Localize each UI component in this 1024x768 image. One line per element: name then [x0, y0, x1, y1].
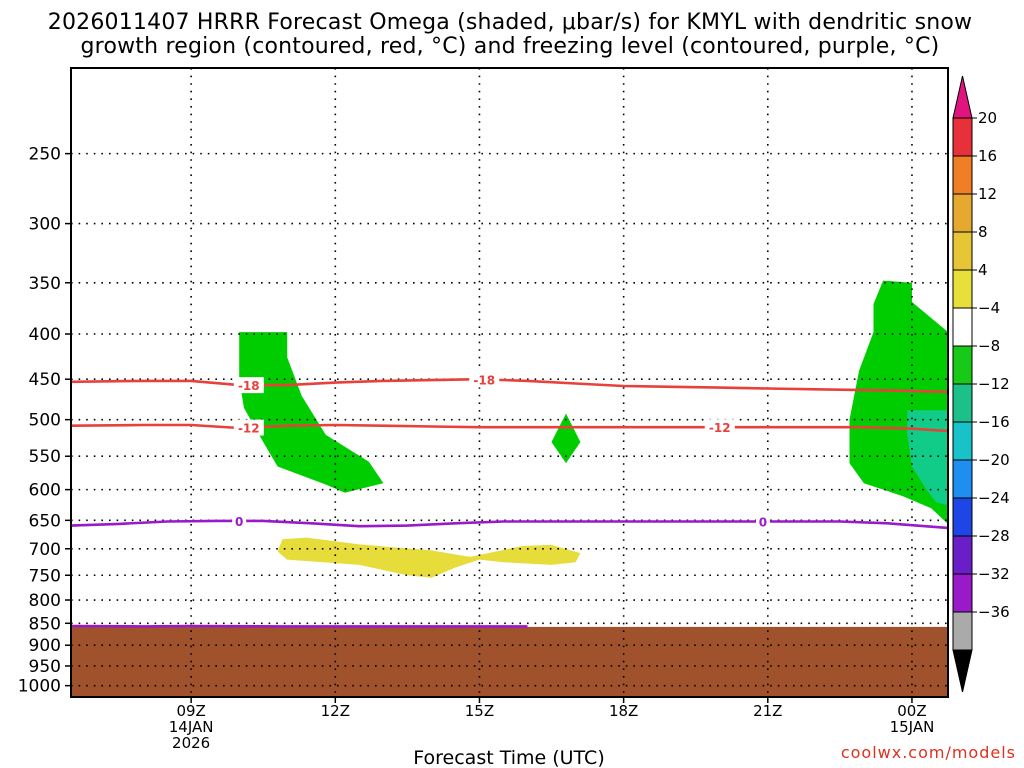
x-tick-label: 14JAN — [169, 718, 214, 736]
plot-frame — [70, 67, 949, 698]
colorbar-segment — [952, 459, 973, 499]
colorbar-label: −20 — [978, 451, 1010, 469]
plot-area: -18 -18 -12 -12 0 0 — [71, 68, 948, 697]
colorbar-segment — [952, 383, 973, 423]
shaded-region-1 — [551, 413, 581, 464]
colorbar-segment — [952, 155, 973, 195]
colorbar-label: −4 — [978, 299, 1000, 317]
colorbar-segment — [952, 535, 973, 575]
contour-line-1 — [71, 423, 948, 433]
colorbar-label: 12 — [978, 185, 997, 203]
colorbar-label: −8 — [978, 337, 1000, 355]
colorbar: 20 16 12 8 4 −4 −8 −12 −16 −20 −24 −28 −32 −36 — [952, 75, 1010, 693]
y-tick-label: 550 — [29, 447, 61, 467]
x-axis-label: Forecast Time (UTC) — [413, 747, 604, 768]
contour-label: 0 — [235, 515, 243, 529]
colorbar-segment — [952, 611, 973, 651]
contour-label: -12 — [709, 421, 731, 435]
chart-title-line-1: 2026011407 HRRR Forecast Omega (shaded, … — [48, 10, 972, 35]
y-tick-label: 700 — [29, 540, 61, 560]
x-tick-label: 2026 — [172, 734, 210, 752]
y-tick-label: 300 — [29, 215, 61, 235]
colorbar-label: 16 — [978, 147, 997, 165]
colorbar-segment — [952, 345, 973, 385]
contour-label: -18 — [238, 379, 260, 393]
colorbar-label: −32 — [978, 565, 1010, 583]
colorbar-segment — [952, 421, 973, 461]
y-tick-label: 850 — [29, 614, 61, 634]
colorbar-label: −36 — [978, 603, 1010, 621]
colorbar-segment — [952, 269, 973, 309]
x-tick-label: 21Z — [753, 702, 782, 720]
shaded-region-0 — [239, 332, 384, 493]
contour-label-bg — [233, 419, 264, 436]
contour-label-bg — [232, 512, 247, 529]
y-tick-label: 800 — [29, 591, 61, 611]
contour-label-bg — [704, 419, 735, 436]
colorbar-label: −24 — [978, 489, 1010, 507]
contour-label-bg — [755, 513, 770, 530]
y-tick-label: 350 — [29, 274, 61, 294]
contour-line-2 — [71, 519, 948, 530]
shaded-region-4 — [277, 537, 581, 578]
y-tick-label: 650 — [29, 511, 61, 531]
contour-line-0 — [71, 377, 948, 394]
y-tick-label: 400 — [29, 325, 61, 345]
colorbar-segment — [952, 307, 973, 347]
colorbar-label: 20 — [978, 109, 997, 127]
colorbar-bottom-arrow — [952, 649, 973, 693]
y-axis-ticks: 2503003504004505005506006507007508008509… — [18, 145, 71, 697]
contour-label: -18 — [473, 373, 495, 387]
y-tick-label: 1000 — [18, 677, 61, 697]
contour-label: -12 — [238, 422, 260, 436]
colorbar-label: 8 — [978, 223, 988, 241]
x-tick-label: 18Z — [609, 702, 638, 720]
x-tick-label: 12Z — [321, 702, 350, 720]
ground-fill — [71, 626, 948, 697]
x-tick-label: 00Z — [897, 702, 926, 720]
x-tick-label: 09Z — [176, 702, 205, 720]
colorbar-segment — [952, 231, 973, 271]
y-tick-label: 750 — [29, 566, 61, 586]
x-tick-label: 15JAN — [890, 718, 935, 736]
y-tick-label: 250 — [29, 145, 61, 165]
colorbar-label: −12 — [978, 375, 1010, 393]
contour-label: 0 — [759, 516, 767, 530]
y-tick-label: 950 — [29, 657, 61, 677]
colorbar-segment — [952, 573, 973, 613]
colorbar-segment — [952, 117, 973, 157]
y-tick-label: 450 — [29, 370, 61, 390]
x-tick-label: 15Z — [465, 702, 494, 720]
colorbar-top-arrow — [952, 75, 973, 119]
colorbar-segment — [952, 497, 973, 537]
colorbar-label: −28 — [978, 527, 1010, 545]
contour-label-bg — [233, 377, 264, 394]
shaded-region-3 — [907, 410, 948, 506]
credit-text: coolwx.com/models — [841, 743, 1016, 762]
y-tick-label: 500 — [29, 411, 61, 431]
chart-title-line-2: growth region (contoured, red, °C) and f… — [81, 34, 940, 59]
y-tick-label: 900 — [29, 636, 61, 656]
y-tick-label: 600 — [29, 481, 61, 501]
colorbar-segment — [952, 193, 973, 233]
colorbar-label: 4 — [978, 261, 988, 279]
contour-label-bg — [469, 371, 500, 388]
colorbar-label: −16 — [978, 413, 1010, 431]
